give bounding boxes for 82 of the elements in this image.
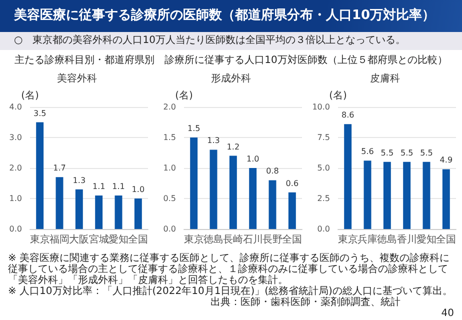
bar [403, 162, 411, 229]
y-tick-label: 1.5 [163, 133, 176, 142]
bar [210, 150, 218, 229]
bar [249, 168, 257, 229]
bar [383, 162, 391, 229]
data-label: 1.3 [207, 136, 220, 146]
data-label: 1.2 [226, 142, 240, 152]
bar [344, 124, 352, 229]
data-label: 4.9 [440, 156, 453, 165]
bar [95, 195, 103, 229]
y-axis-title: (名) [329, 90, 347, 102]
y-tick-label: 1.0 [163, 164, 176, 172]
bar [442, 169, 450, 229]
bar [268, 180, 276, 229]
bar [288, 192, 296, 229]
x-tick-label: 東京 [338, 234, 358, 246]
x-tick-label: 香川 [396, 234, 417, 246]
y-tick-label: 2.0 [9, 164, 22, 172]
source-note: 出典：医師・歯科医師・薬剤師調査、統計 [209, 297, 400, 308]
y-tick-label: 0.5 [163, 194, 176, 203]
x-tick-label: 東京 [184, 234, 204, 246]
bar [229, 156, 237, 229]
x-tick-label: 徳島 [204, 234, 224, 246]
x-tick-label: 全国 [436, 234, 456, 246]
x-tick-label: 全国 [282, 234, 302, 246]
y-tick-label: 1.0 [9, 194, 22, 203]
bar [190, 138, 198, 229]
data-label: 5.5 [400, 148, 414, 158]
data-label: 8.6 [341, 110, 354, 120]
data-label: 1.0 [132, 185, 145, 194]
x-tick-label: 長野 [262, 234, 282, 246]
data-label: 5.5 [420, 148, 433, 158]
y-tick-label: 7.5 [317, 133, 330, 142]
x-tick-label: 大阪 [69, 234, 90, 246]
data-label: 3.5 [33, 108, 46, 118]
y-tick-label: 4.0 [9, 102, 22, 112]
bar [36, 122, 44, 229]
data-label: 0.6 [286, 178, 299, 188]
text: ○ 東京都の美容外科の人口10万人当たり医師数は全国平均の３倍以上となっている。 [0, 32, 462, 50]
chart-title: 美容外科 [57, 72, 97, 84]
y-axis-title: (名) [175, 90, 193, 102]
chart-title: 皮膚科 [370, 72, 400, 84]
x-tick-label: 徳島 [377, 234, 398, 246]
y-tick-label: 5.0 [317, 164, 330, 172]
y-tick-label: 0.0 [9, 224, 22, 234]
x-tick-label: 長崎 [223, 234, 244, 246]
data-label: 5.5 [380, 148, 394, 158]
y-tick-label: 2.5 [317, 194, 330, 203]
x-tick-label: 兵庫 [358, 234, 378, 246]
bar [75, 189, 83, 229]
y-tick-label: 10.0 [312, 102, 330, 112]
data-label: 1.5 [187, 124, 200, 133]
data-label: 1.0 [246, 154, 260, 164]
chart-title: 形成外科 [211, 72, 251, 84]
text: ※ 人口10万対比率：「人口推計(2022年10月1日現在)」(総務省統計局)の総人口に基づいて算出。 [8, 286, 454, 297]
y-tick-label: 3.0 [9, 133, 22, 142]
bar [56, 177, 64, 229]
data-label: 1.1 [112, 182, 125, 191]
y-axis-title: (名) [21, 90, 39, 102]
y-tick-label: 0.0 [317, 224, 330, 234]
data-label: 1.1 [92, 182, 106, 191]
data-label: 1.7 [53, 164, 66, 173]
text: ※ 美容医療に関連する業務に従事する医師として、診療所に従事する医師のうち、複数の診療科に従事している場合の主として従事する診療科と、１診療科のみに従事している場合の診療科として「美容外科」「形成外科」「皮膚科」と回答したものを集計。 [8, 253, 451, 286]
bar [114, 195, 122, 229]
data-label: 0.8 [266, 166, 279, 176]
text: 40 [440, 308, 454, 319]
data-label: 1.3 [72, 176, 86, 185]
y-tick-label: 0.0 [163, 224, 176, 234]
bar [134, 198, 142, 229]
text: 美容医療に従事する診療所の医師数（都道府県分布・人口10万対比率） [0, 0, 462, 32]
data-label: 5.6 [361, 147, 374, 156]
x-tick-label: 宮城 [88, 234, 109, 246]
y-tick-label: 2.0 [163, 102, 176, 112]
bar [364, 160, 372, 229]
x-tick-label: 愛知 [416, 234, 436, 246]
x-tick-label: 東京 [30, 234, 50, 246]
text: 主たる診療科目別・都道府県別 診療所に従事する人口10万対医師数（上位５都府県との比較） [14, 54, 448, 67]
x-tick-label: 愛知 [108, 234, 128, 246]
x-tick-label: 石川 [242, 234, 263, 246]
x-tick-label: 福岡 [50, 234, 70, 246]
x-tick-label: 全国 [128, 234, 148, 246]
bar [422, 162, 430, 229]
